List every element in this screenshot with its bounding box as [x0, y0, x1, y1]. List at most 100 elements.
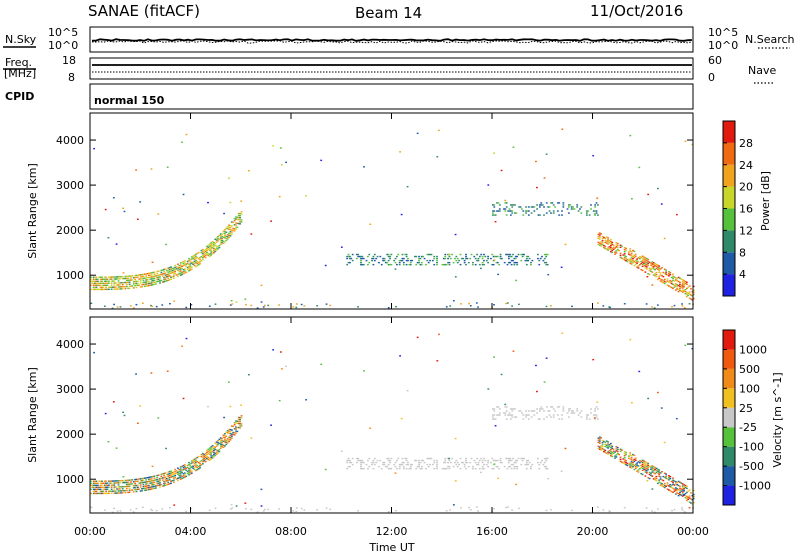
power-cell: [94, 288, 96, 291]
power-cell: [171, 271, 174, 274]
power-cell: [503, 208, 505, 210]
velocity-cell: [170, 480, 172, 482]
power-cell: [239, 221, 242, 223]
power-cell: [585, 212, 588, 214]
power-cell: [92, 276, 95, 278]
power-cell: [139, 286, 142, 288]
velocity-cell: [507, 459, 510, 462]
velocity-cell: [278, 399, 281, 402]
velocity-cell: [504, 412, 507, 414]
velocity-cell: [172, 481, 175, 483]
power-cell: [107, 236, 110, 239]
velocity-cell: [200, 464, 203, 466]
power-cell: [518, 303, 520, 306]
velocity-cell: [511, 410, 514, 412]
power-cell: [150, 274, 153, 276]
velocity-cell: [105, 480, 107, 482]
velocity-cell: [445, 467, 448, 470]
velocity-cell: [166, 370, 169, 372]
velocity-cell: [472, 467, 474, 470]
power-cell: [660, 203, 663, 205]
power-cell: [630, 198, 633, 200]
power-cell: [641, 257, 644, 260]
velocity-cell: [601, 446, 604, 448]
velocity-cell: [680, 494, 683, 496]
velocity-cell: [500, 373, 503, 376]
power-cell: [247, 170, 250, 172]
power-cell: [226, 228, 229, 230]
power-cell: [630, 259, 633, 261]
power-cell: [95, 282, 98, 285]
power-cell: [508, 210, 511, 212]
power-cell: [652, 262, 655, 264]
velocity-cell: [114, 480, 117, 482]
power-cell: [96, 284, 99, 287]
velocity-cell: [229, 435, 232, 437]
velocity-cell: [685, 487, 688, 490]
power-cell: [222, 230, 225, 232]
velocity-cell: [130, 481, 132, 483]
power-cell: [226, 238, 229, 240]
velocity-cell: [545, 459, 548, 462]
velocity-cell: [384, 465, 387, 468]
power-cell: [633, 264, 636, 267]
power-cell: [615, 242, 618, 244]
velocity-cell: [499, 459, 502, 462]
power-cell: [146, 279, 149, 281]
velocity-cell: [369, 427, 372, 429]
power-cell: [638, 257, 641, 260]
power-cell: [507, 261, 510, 264]
power-cell: [436, 156, 439, 158]
velocity-cell: [196, 468, 199, 471]
power-cell: [206, 249, 208, 252]
velocity-cell: [630, 455, 633, 457]
power-cell: [516, 255, 519, 258]
nave-tick-bottom: 0: [708, 71, 715, 84]
power-cell: [217, 248, 219, 250]
velocity-cell: [174, 474, 177, 477]
power-cell: [625, 255, 627, 258]
velocity-cell: [401, 457, 404, 460]
power-cell: [411, 259, 414, 262]
velocity-cell: [223, 416, 225, 419]
velocity-cell: [655, 467, 658, 470]
colorbar-tick-label: 24: [739, 159, 753, 172]
velocity-cell: [95, 484, 98, 487]
velocity-cell: [543, 381, 546, 383]
velocity-cell: [90, 484, 92, 487]
power-cell: [407, 257, 409, 260]
power-cell: [462, 257, 465, 260]
velocity-cell: [215, 445, 218, 447]
velocity-cell: [672, 491, 674, 494]
power-cell: [188, 270, 190, 272]
y-tick-label: 4000: [56, 338, 84, 351]
velocity-cell: [150, 488, 153, 490]
velocity-cell: [680, 490, 683, 492]
velocity-cell: [634, 459, 637, 461]
power-cell: [655, 265, 658, 268]
power-cell: [229, 229, 232, 231]
power-cell: [393, 259, 396, 262]
power-cell: [168, 273, 171, 275]
power-cell: [355, 253, 358, 256]
velocity-cell: [101, 484, 103, 487]
velocity-cell: [239, 423, 242, 425]
velocity-cell: [98, 488, 101, 491]
power-cell: [398, 259, 401, 262]
power-cell: [94, 286, 96, 289]
power-cell: [672, 279, 674, 281]
power-cell: [672, 273, 674, 275]
power-cell: [161, 273, 164, 275]
power-cell: [110, 284, 113, 286]
velocity-cell: [200, 453, 203, 456]
velocity-cell: [611, 455, 614, 458]
power-cell: [645, 266, 648, 268]
velocity-cell: [637, 469, 640, 471]
power-cell: [167, 275, 170, 277]
power-cell: [188, 268, 190, 270]
velocity-cell: [621, 449, 623, 451]
velocity-cell: [210, 458, 213, 460]
power-cell: [105, 282, 107, 284]
